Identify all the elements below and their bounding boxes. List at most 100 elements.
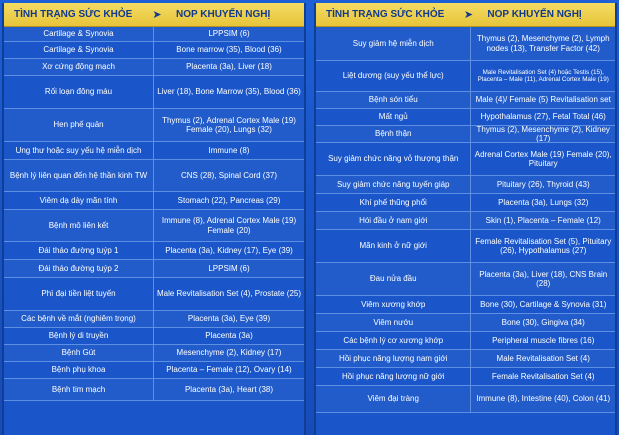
condition-cell: Đau nửa đầu xyxy=(316,263,472,295)
table-row: Các bệnh về mắt (nghiêm trọng) Placenta (… xyxy=(4,311,304,328)
table-row: Viêm xương khớp Bone (30), Cartilage & Sy… xyxy=(316,296,615,314)
header-recommendation: NOP KHUYẾN NGHỊ xyxy=(487,9,582,20)
condition-cell: Đái tháo đường tuýp 1 xyxy=(4,242,154,259)
recommendation-cell: Placenta (3a), Heart (38) xyxy=(184,384,274,394)
header-condition: TÌNH TRẠNG SỨC KHỎE xyxy=(326,9,445,20)
table-row: Viêm đại tràng Immune (8), Intestine (40)… xyxy=(316,386,615,413)
condition-cell: Khí phế thũng phổi xyxy=(316,194,472,211)
table-row: Khí phế thũng phổi Placenta (3a), Lungs (… xyxy=(316,194,615,212)
condition-cell: Các bệnh về mắt (nghiêm trọng) xyxy=(4,311,154,327)
condition-cell: Rối loạn đông máu xyxy=(4,76,154,108)
condition-cell: Suy giảm chức năng tuyến giáp xyxy=(316,176,472,193)
recommendation-cell: Adrenal Cortex Male (19) Female (20), Pi… xyxy=(474,149,612,168)
condition-cell: Viêm dạ dày mãn tính xyxy=(4,192,154,209)
recommendation-cell: Hypothalamus (27), Fetal Total (46) xyxy=(480,112,606,122)
condition-cell: Cartilage & Synovia xyxy=(4,42,154,58)
recommendation-cell: Placenta – Female (12), Ovary (14) xyxy=(166,365,292,375)
recommendation-cell: Female Revitalisation Set (4) xyxy=(491,371,595,381)
table-row: Hồi phục năng lượng nam giới Male Revital… xyxy=(316,350,615,368)
table-row: Ung thư hoặc suy yếu hệ miễn dịch Immune … xyxy=(4,142,304,160)
condition-cell: Các bệnh lý cơ xương khớp xyxy=(316,332,472,349)
arrow-icon: ➤ xyxy=(152,9,162,21)
recommendation-cell: Bone (30), Cartilage & Synovia (31) xyxy=(480,299,607,309)
condition-cell: Ung thư hoặc suy yếu hệ miễn dịch xyxy=(4,142,154,159)
table-row: Hen phế quản Thymus (2), Adrenal Cortex M… xyxy=(4,109,304,142)
table-row: Bệnh Gút Mesenchyme (2), Kidney (17) xyxy=(4,345,304,362)
condition-cell: Bệnh mô liên kết xyxy=(4,210,154,241)
table-row: Bệnh thận Thymus (2), Mesenchyme (2), Kid… xyxy=(316,126,615,143)
table-row: Bệnh phụ khoa Placenta – Female (12), Ova… xyxy=(4,362,304,379)
table-row: Cartilage & Synovia Bone marrow (35), Blo… xyxy=(4,42,304,59)
recommendation-cell: Liver (18), Bone Marrow (35), Blood (36) xyxy=(157,87,301,97)
recommendation-cell: Placenta (3a), Kidney (17), Eye (39) xyxy=(165,245,293,255)
recommendation-cell: Immune (8) xyxy=(208,145,250,155)
recommendation-cell: Immune (8), Adrenal Cortex Male (19) Fem… xyxy=(161,216,297,235)
recommendation-cell: Male Revitalisation Set (4) hoặc Testis … xyxy=(477,68,609,83)
left-rows: Cartilage & Synovia LPPSIM (6) Cartilage &… xyxy=(4,27,304,435)
recommendation-cell: Female Revitalisation Set (5), Pituitary… xyxy=(475,236,612,255)
table-row: Xơ cứng động mạch Placenta (3a), Liver (1… xyxy=(4,59,304,76)
table-row: Liệt dương (suy yếu thể lực) Male Revital… xyxy=(316,61,615,92)
table-header: TÌNH TRẠNG SỨC KHỎE ➤ NOP KHUYẾN NGHỊ xyxy=(4,3,304,27)
table-row: Suy giảm hệ miễn dịch Thymus (2), Mesench… xyxy=(316,27,615,61)
table-row: Bệnh mô liên kết Immune (8), Adrenal Cort… xyxy=(4,210,304,242)
table-row: Đau nửa đầu Placenta (3a), Liver (18), CN… xyxy=(316,263,615,296)
table-row: Bệnh lý liên quan đến hệ thần kinh TW CNS… xyxy=(4,160,304,192)
condition-cell: Mất ngủ xyxy=(316,109,472,125)
recommendation-cell: Placenta (3a) xyxy=(205,331,253,341)
recommendation-cell: Skin (1), Placenta – Female (12) xyxy=(485,215,601,225)
left-table: TÌNH TRẠNG SỨC KHỎE ➤ NOP KHUYẾN NGHỊ Ca… xyxy=(2,3,306,435)
recommendation-cell: Mesenchyme (2), Kidney (17) xyxy=(176,348,282,358)
condition-cell: Viêm nướu xyxy=(316,314,472,331)
condition-cell: Phì đại tiền liệt tuyến xyxy=(4,278,154,310)
condition-cell: Bệnh lý di truyền xyxy=(4,328,154,344)
recommendation-cell: Thymus (2), Mesenchyme (2), Lymph nodes … xyxy=(476,34,610,53)
table-header: TÌNH TRẠNG SỨC KHỎE ➤ NOP KHUYẾN NGHỊ xyxy=(316,3,615,27)
condition-cell: Cartilage & Synovia xyxy=(4,27,154,41)
table-row: Đái tháo đường tuýp 1 Placenta (3a), Kidn… xyxy=(4,242,304,260)
condition-cell: Hói đầu ở nam giới xyxy=(316,212,472,229)
condition-cell: Liệt dương (suy yếu thể lực) xyxy=(316,61,472,91)
recommendation-cell: Placenta (3a), Eye (39) xyxy=(187,314,271,324)
condition-cell: Viêm xương khớp xyxy=(316,296,472,313)
recommendation-cell: LPPSIM (6) xyxy=(208,263,250,273)
right-rows: Suy giảm hệ miễn dịch Thymus (2), Mesench… xyxy=(316,27,615,435)
condition-cell: Viêm đại tràng xyxy=(316,386,472,412)
table-row: Các bệnh lý cơ xương khớp Peripheral musc… xyxy=(316,332,615,350)
table-row: Cartilage & Synovia LPPSIM (6) xyxy=(4,27,304,42)
header-recommendation: NOP KHUYẾN NGHỊ xyxy=(176,9,271,20)
condition-cell: Bệnh són tiểu xyxy=(316,92,472,108)
right-table: TÌNH TRẠNG SỨC KHỎE ➤ NOP KHUYẾN NGHỊ Su… xyxy=(314,3,617,435)
table-row: Hói đầu ở nam giới Skin (1), Placenta – F… xyxy=(316,212,615,230)
recommendation-cell: Male Revitalisation Set (4) xyxy=(496,353,590,363)
table-row: Viêm dạ dày mãn tính Stomach (22), Pancre… xyxy=(4,192,304,210)
recommendation-cell: Pituitary (26), Thyroid (43) xyxy=(496,179,590,189)
condition-cell: Suy giảm hệ miễn dịch xyxy=(316,27,472,60)
table-row: Viêm nướu Bone (30), Gingiva (34) xyxy=(316,314,615,332)
recommendation-cell: Immune (8), Intestine (40), Colon (41) xyxy=(476,394,611,404)
table-row: Hồi phục năng lượng nữ giới Female Revita… xyxy=(316,368,615,386)
recommendation-cell: Thymus (2), Mesenchyme (2), Kidney (17) xyxy=(476,126,610,142)
condition-cell: Mãn kinh ở nữ giới xyxy=(316,230,472,262)
condition-cell: Xơ cứng động mạch xyxy=(4,59,154,75)
condition-cell: Suy giảm chức năng vỏ thượng thận xyxy=(316,143,472,175)
recommendation-cell: Peripheral muscle fibres (16) xyxy=(492,335,595,345)
table-row: Mất ngủ Hypothalamus (27), Fetal Total (4… xyxy=(316,109,615,126)
recommendation-cell: Placenta (3a), Lungs (32) xyxy=(498,197,589,207)
table-row: Mãn kinh ở nữ giới Female Revitalisation … xyxy=(316,230,615,263)
condition-cell: Hồi phục năng lượng nam giới xyxy=(316,350,472,367)
condition-cell: Bệnh Gút xyxy=(4,345,154,361)
condition-cell: Bệnh thận xyxy=(316,126,472,142)
recommendation-cell: Placenta (3a), Liver (18) xyxy=(186,62,272,72)
condition-cell: Hồi phục năng lượng nữ giới xyxy=(316,368,472,385)
recommendation-cell: CNS (28), Spinal Cord (37) xyxy=(180,170,278,180)
recommendation-cell: LPPSIM (6) xyxy=(208,29,250,39)
condition-cell: Bệnh phụ khoa xyxy=(4,362,154,378)
table-row: Bệnh tim mạch Placenta (3a), Heart (38) xyxy=(4,379,304,401)
recommendation-cell: Placenta (3a), Liver (18), CNS Brain (28… xyxy=(479,269,608,288)
table-row: Đái tháo đường tuýp 2 LPPSIM (6) xyxy=(4,260,304,278)
condition-cell: Bệnh tim mạch xyxy=(4,379,154,400)
condition-cell: Đái tháo đường tuýp 2 xyxy=(4,260,154,277)
condition-cell: Hen phế quản xyxy=(4,109,154,141)
